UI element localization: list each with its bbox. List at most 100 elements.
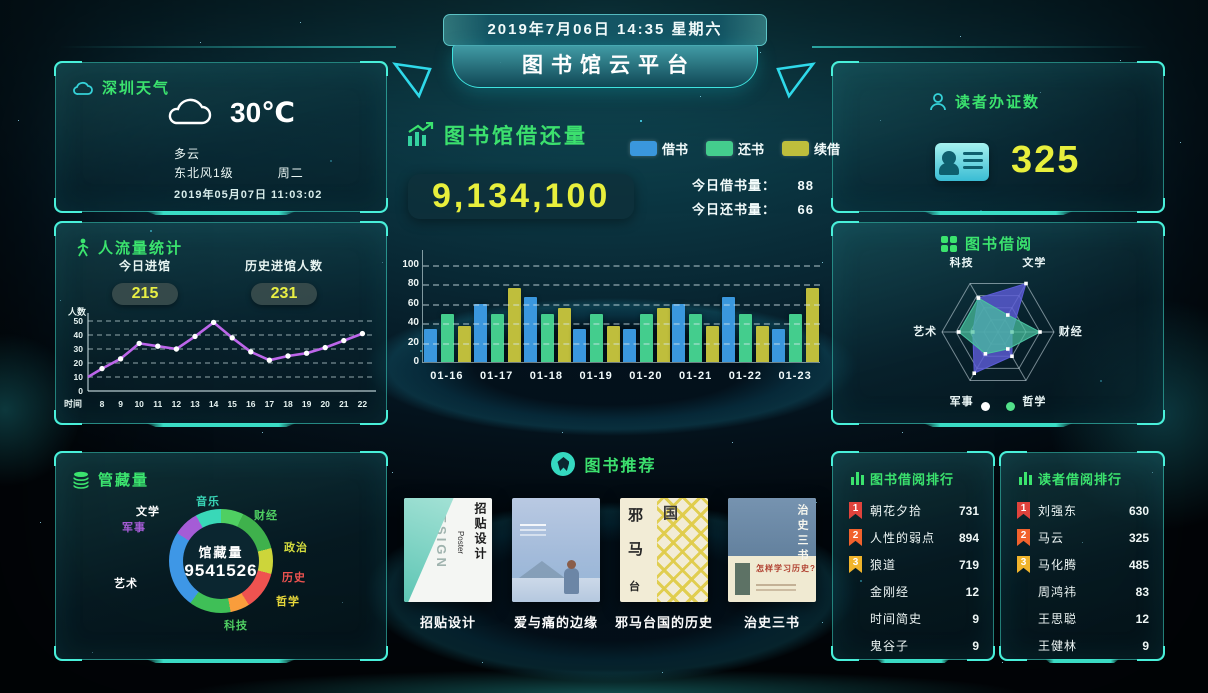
reader-rank-list: 1 刘强东 630 2 马云 325 3 马化腾 485 周鸿祎 83 王思聪 12 王健林 9 bbox=[1017, 497, 1149, 659]
book-cover[interactable]: DESIGN 招贴设计 Poster bbox=[404, 498, 492, 602]
bar-group bbox=[721, 250, 771, 362]
book-cover[interactable]: 治史三书 怎样学习历史? bbox=[728, 498, 816, 602]
pagination-dot-2[interactable] bbox=[1006, 402, 1015, 411]
svg-text:军事: 军事 bbox=[950, 394, 974, 407]
readers-panel: 读者办证数 325 bbox=[831, 61, 1165, 215]
bar-group bbox=[473, 250, 523, 362]
rank-name: 朝花夕拾 bbox=[870, 504, 923, 518]
reader-rank-panel: 读者借阅排行 1 刘强东 630 2 马云 325 3 马化腾 485 周鸿祎 83 王思聪 12 王健林… bbox=[999, 451, 1165, 663]
visitors-panel: 人流量统计 今日进馆 215 历史进馆人数 231 0 10 20 30 40 50 人数时… bbox=[54, 221, 388, 427]
reader-rank-title: 读者借阅排行 bbox=[1019, 469, 1122, 488]
rank-row: 2 人性的弱点 894 bbox=[849, 524, 979, 551]
book-item[interactable]: 邪 马 台 国 邪马台国的历史 bbox=[615, 498, 714, 631]
collection-total: 9541526 bbox=[184, 560, 258, 580]
svg-text:19: 19 bbox=[302, 399, 312, 409]
rank-badge-2: 2 bbox=[849, 529, 862, 546]
book-item[interactable]: 治史三书 怎样学习历史? 治史三书 bbox=[724, 498, 820, 631]
bar-借书 bbox=[473, 303, 487, 362]
rank-value: 719 bbox=[958, 557, 979, 572]
bar-借书 bbox=[523, 297, 537, 362]
svg-text:30: 30 bbox=[74, 344, 84, 354]
book-cover[interactable]: 邪 马 台 国 bbox=[620, 498, 708, 602]
rank-row: 1 刘强东 630 bbox=[1017, 497, 1149, 524]
legend-item[interactable]: 借书 bbox=[630, 139, 688, 158]
visitors-history: 历史进馆人数 231 bbox=[224, 257, 344, 305]
today-borrow-row: 今日借书量： 88 bbox=[692, 174, 814, 198]
svg-text:15: 15 bbox=[227, 399, 237, 409]
svg-text:艺术: 艺术 bbox=[913, 324, 937, 338]
book-item[interactable]: 爱与痛的边缘 bbox=[508, 498, 604, 631]
rank-row: 3 马化腾 485 bbox=[1017, 551, 1149, 578]
bar-还书 bbox=[590, 313, 604, 362]
rank-value: 12 bbox=[1135, 611, 1149, 626]
bar-group bbox=[572, 250, 622, 362]
rank-name: 马化腾 bbox=[1038, 558, 1078, 572]
bar-chart-icon bbox=[1019, 472, 1033, 485]
svg-text:人数: 人数 bbox=[67, 306, 87, 317]
book-item[interactable]: DESIGN 招贴设计 Poster 招贴设计 bbox=[400, 498, 496, 631]
bar-续借 bbox=[805, 288, 819, 362]
legend-item[interactable]: 还书 bbox=[706, 139, 764, 158]
person-icon bbox=[929, 92, 947, 112]
donut-label-音乐: 音乐 bbox=[196, 496, 220, 508]
pagination-dot-1[interactable] bbox=[981, 402, 990, 411]
svg-text:文学: 文学 bbox=[1022, 257, 1046, 269]
bar-续借 bbox=[656, 307, 670, 362]
rank-row: 1 朝花夕拾 731 bbox=[849, 497, 979, 524]
collection-panel-title: 管藏量 bbox=[72, 469, 149, 490]
cloud-icon bbox=[72, 80, 94, 96]
legend-item[interactable]: 续借 bbox=[782, 139, 840, 158]
rank-row: 2 马云 325 bbox=[1017, 524, 1149, 551]
rank-row: 3 狼道 719 bbox=[849, 551, 979, 578]
donut-label-艺术: 艺术 bbox=[114, 578, 138, 590]
today-return-value: 66 bbox=[797, 202, 814, 217]
bar-续借 bbox=[706, 326, 720, 362]
rank-value: 9 bbox=[972, 611, 979, 626]
bar-续借 bbox=[507, 288, 521, 362]
weather-current: 30℃ bbox=[164, 93, 295, 132]
visitors-history-value: 231 bbox=[251, 283, 317, 305]
collection-donut-chart: 馆藏量 9541526 bbox=[169, 509, 273, 613]
bar-group bbox=[423, 250, 473, 362]
book-title: 邪马台国的历史 bbox=[615, 615, 714, 630]
weather-panel: 深圳天气 30℃ 多云 东北风1级 周二 2019年05月07日 11:03:0… bbox=[54, 61, 388, 215]
rank-name: 鬼谷子 bbox=[870, 639, 910, 653]
svg-text:20: 20 bbox=[320, 399, 330, 409]
svg-text:13: 13 bbox=[190, 399, 200, 409]
rank-name: 马云 bbox=[1038, 531, 1065, 545]
svg-text:10: 10 bbox=[134, 399, 144, 409]
borrow-today-stats: 今日借书量： 88 今日还书量： 66 bbox=[692, 174, 814, 222]
today-borrow-value: 88 bbox=[797, 178, 814, 193]
header-line bbox=[60, 46, 396, 48]
weather-condition: 多云 bbox=[174, 147, 201, 161]
bar-还书 bbox=[639, 313, 653, 362]
header-line bbox=[812, 46, 1148, 48]
rank-name: 时间简史 bbox=[870, 612, 923, 626]
bar-借书 bbox=[771, 329, 785, 362]
rank-value: 630 bbox=[1128, 503, 1149, 518]
donut-label-文学: 文学 bbox=[136, 506, 160, 518]
book-cover[interactable] bbox=[512, 498, 600, 602]
legend-swatch bbox=[630, 141, 657, 156]
book-title: 爱与痛的边缘 bbox=[513, 615, 598, 630]
svg-text:21: 21 bbox=[339, 399, 349, 409]
bar-借书 bbox=[424, 329, 438, 362]
svg-text:40: 40 bbox=[74, 330, 84, 340]
bar-group bbox=[522, 250, 572, 362]
rank-row: 王思聪 12 bbox=[1017, 605, 1149, 632]
rank-row: 鬼谷子 9 bbox=[849, 632, 979, 659]
borrow-total: 9,134,100 bbox=[408, 174, 635, 219]
bar-还书 bbox=[788, 313, 802, 362]
donut-label-政治: 政治 bbox=[284, 542, 308, 554]
legend-swatch bbox=[782, 141, 810, 156]
rank-row: 周鸿祎 83 bbox=[1017, 578, 1149, 605]
svg-text:财经: 财经 bbox=[1058, 324, 1083, 338]
temperature: 30℃ bbox=[230, 97, 296, 128]
header-datetime: 2019年7月06日 14:35 星期六 bbox=[443, 14, 767, 46]
walking-person-icon bbox=[76, 238, 90, 258]
donut-label-哲学: 哲学 bbox=[276, 596, 300, 608]
rank-badge-1: 1 bbox=[1017, 502, 1030, 519]
recommend-logo-icon bbox=[551, 452, 576, 476]
